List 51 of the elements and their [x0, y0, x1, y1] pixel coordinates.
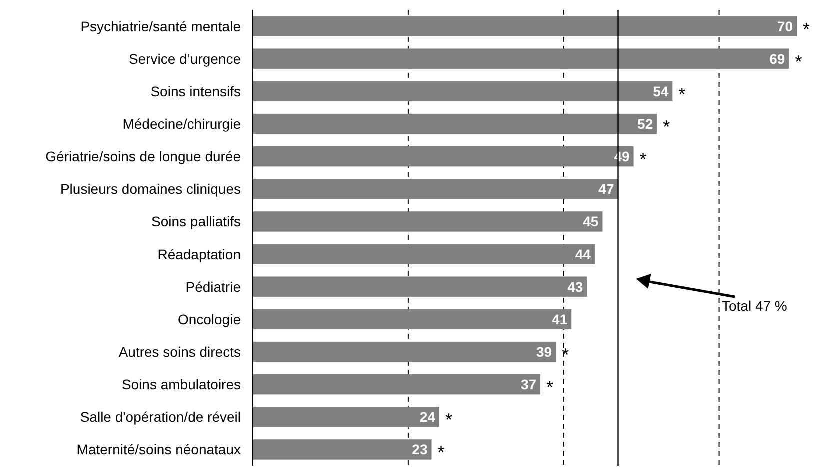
- y-tick-label: Maternité/soins néonataux: [76, 442, 241, 458]
- y-tick-label: Soins palliatifs: [152, 214, 241, 230]
- y-tick-label: Autres soins directs: [118, 344, 241, 360]
- bar: [253, 16, 797, 36]
- bar: [253, 342, 556, 362]
- y-tick-label: Plusieurs domaines cliniques: [60, 181, 241, 198]
- data-label: 44: [575, 246, 592, 262]
- annotation: *: [562, 345, 570, 365]
- annotation: *: [446, 410, 453, 430]
- y-tick-label: Pédiatrie: [186, 278, 242, 295]
- bar: [253, 374, 541, 395]
- data-label: 45: [583, 214, 599, 230]
- y-tick-label: Oncologie: [178, 311, 242, 328]
- bar: [253, 407, 440, 428]
- bar: [253, 48, 790, 69]
- data-label: 43: [568, 278, 584, 295]
- annotation: *: [803, 19, 810, 40]
- data-label: 54: [653, 83, 669, 100]
- annotation: *: [438, 442, 445, 463]
- data-label: 23: [412, 442, 428, 458]
- y-tick-label: Service d’urgence: [128, 50, 242, 67]
- y-tick-label: Réadaptation: [158, 246, 241, 262]
- data-label: 39: [536, 344, 552, 360]
- y-tick-label: Gériatrie/soins de longue durée: [46, 148, 242, 165]
- data-label: 52: [638, 116, 654, 132]
- bar: [253, 309, 572, 330]
- data-label: 41: [552, 311, 568, 328]
- annotation: *: [678, 84, 686, 104]
- annotation: *: [663, 117, 670, 137]
- annotation: *: [546, 378, 554, 398]
- bar: [253, 81, 673, 102]
- bar: [253, 440, 432, 460]
- y-tick-label: Soins ambulatoires: [122, 376, 241, 393]
- data-label: 37: [520, 376, 537, 393]
- annotation: *: [640, 150, 647, 170]
- data-label: 24: [420, 409, 436, 426]
- data-label: 70: [777, 18, 794, 34]
- bar: [253, 114, 658, 134]
- annotation: *: [795, 52, 802, 72]
- bar: [253, 146, 634, 167]
- bar: [253, 179, 618, 200]
- data-label: 69: [770, 50, 786, 67]
- bar: [253, 212, 603, 232]
- ref-line-label: Total 47 %: [722, 298, 788, 314]
- data-label: 47: [598, 181, 614, 198]
- y-tick-label: Salle d'opération/de réveil: [80, 409, 241, 426]
- y-tick-label: Psychiatrie/santé mentale: [80, 18, 242, 34]
- y-tick-label: Médecine/chirurgie: [122, 116, 242, 132]
- y-tick-label: Soins intensifs: [150, 83, 241, 100]
- bar: [253, 244, 595, 264]
- bar: [253, 276, 588, 297]
